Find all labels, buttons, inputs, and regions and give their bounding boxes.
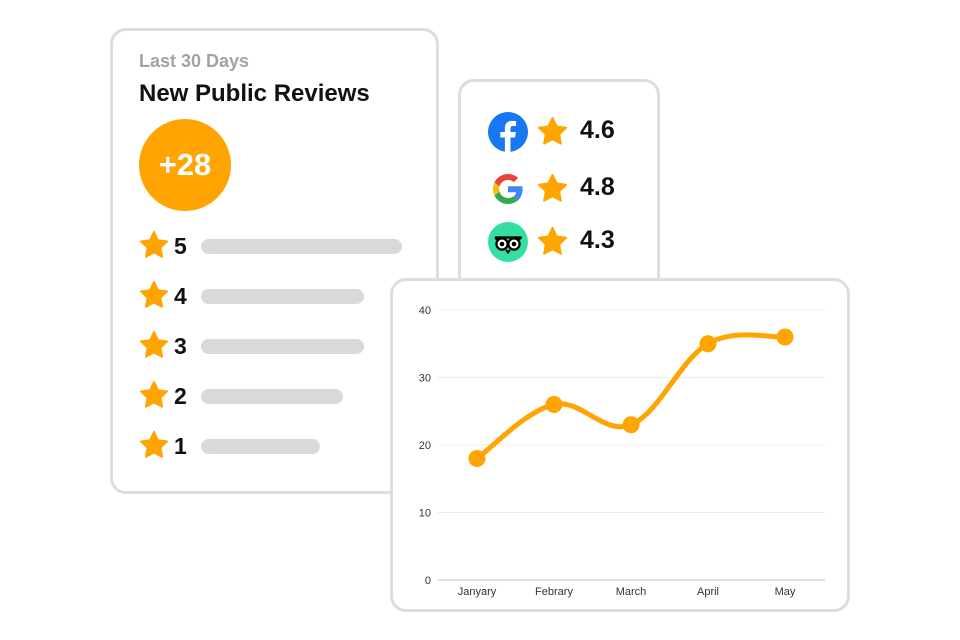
x-tick-label: April — [697, 586, 719, 598]
star-level: 4 — [174, 283, 187, 309]
y-tick-label: 40 — [419, 305, 431, 317]
line-chart: 0 10 20 30 40 Janyary Febrary March April May — [419, 305, 825, 598]
card-title: New Public Reviews — [139, 80, 370, 107]
rating-row-5-star: 5 — [139, 230, 429, 264]
tripadvisor-icon — [488, 222, 528, 262]
star-icon — [139, 230, 169, 258]
y-tick-label: 10 — [419, 508, 431, 520]
star-icon — [139, 430, 169, 458]
new-reviews-card: Last 30 Days New Public Reviews +28 5 4 3 2… — [110, 28, 439, 494]
star-icon — [139, 380, 169, 408]
rating-bar — [201, 289, 364, 304]
rating-bar — [201, 439, 320, 454]
rating-row-4-star: 4 — [139, 280, 429, 314]
data-point — [468, 450, 486, 467]
star-icon — [537, 226, 568, 255]
facebook-rating: 4.6 — [580, 116, 615, 144]
rating-bar — [201, 339, 364, 354]
data-point — [776, 328, 794, 346]
star-icon — [537, 116, 568, 145]
x-tick-label: Janyary — [458, 586, 497, 598]
platform-row-tripadvisor: 4.3 — [488, 222, 648, 262]
data-point — [699, 335, 717, 353]
google-rating: 4.8 — [580, 173, 615, 201]
facebook-icon — [488, 112, 528, 152]
star-icon — [537, 173, 568, 202]
data-point — [545, 396, 563, 413]
data-point — [622, 416, 640, 434]
platform-ratings-card: 4.6 4.8 4.3 — [458, 79, 660, 304]
rating-row-2-star: 2 — [139, 380, 429, 414]
google-icon — [493, 174, 523, 204]
reviews-chart-card: 0 10 20 30 40 Janyary Febrary March April May — [390, 278, 850, 612]
y-tick-label: 0 — [425, 575, 431, 587]
tripadvisor-rating: 4.3 — [580, 226, 615, 254]
platform-row-google: 4.8 — [488, 169, 648, 209]
platform-row-facebook: 4.6 — [488, 112, 648, 152]
star-level: 1 — [174, 433, 187, 459]
rating-bar — [201, 239, 402, 254]
y-tick-label: 20 — [419, 440, 431, 452]
star-level: 2 — [174, 383, 187, 409]
rating-row-3-star: 3 — [139, 330, 429, 364]
star-level: 5 — [174, 233, 187, 259]
x-tick-label: May — [775, 586, 796, 598]
x-tick-label: March — [616, 586, 647, 598]
star-icon — [139, 330, 169, 358]
new-reviews-count-badge: +28 — [139, 119, 231, 211]
series-line — [474, 332, 788, 461]
star-icon — [139, 280, 169, 308]
rating-row-1-star: 1 — [139, 430, 429, 464]
x-tick-label: Febrary — [535, 586, 573, 598]
y-tick-label: 30 — [419, 373, 431, 385]
star-level: 3 — [174, 333, 187, 359]
period-label: Last 30 Days — [139, 51, 250, 71]
rating-bar — [201, 389, 343, 404]
